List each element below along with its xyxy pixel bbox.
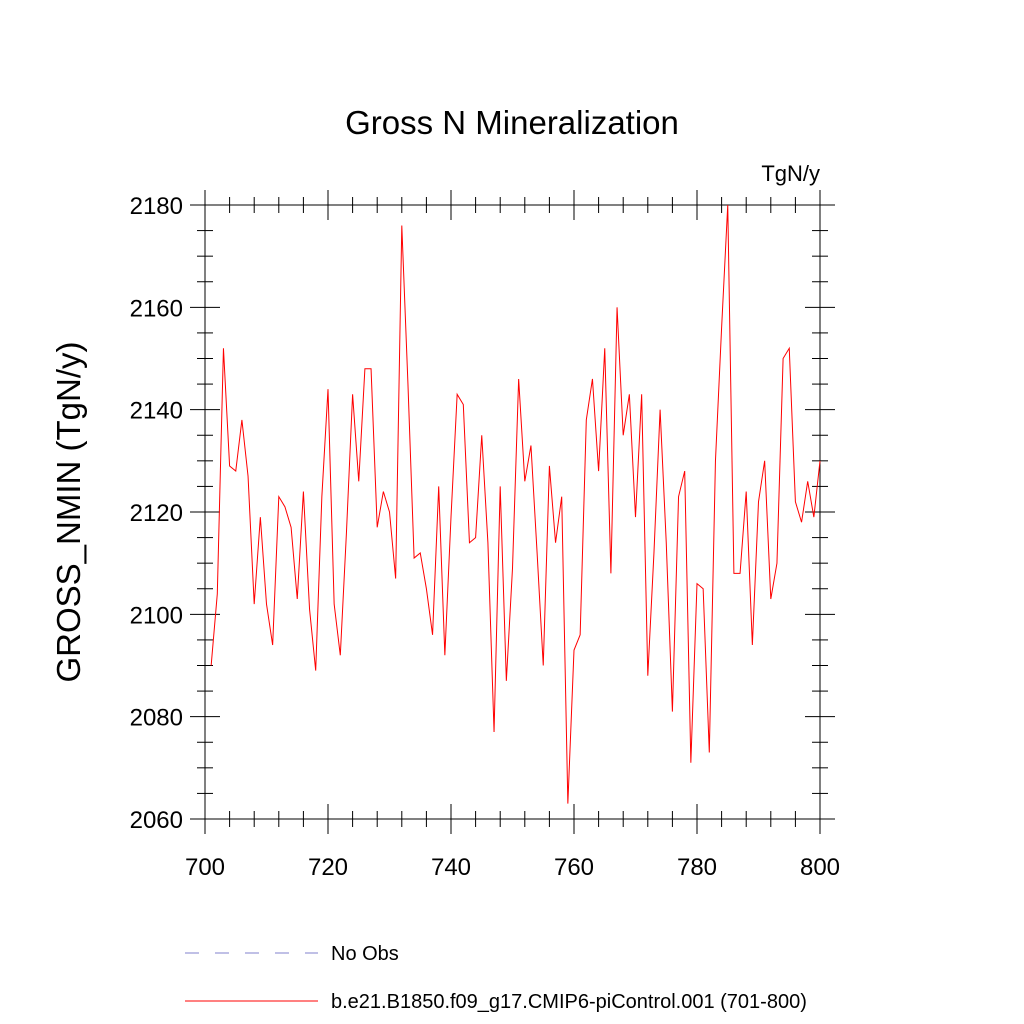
y-tick-label: 2080 (130, 705, 183, 732)
x-tick-label: 720 (308, 854, 348, 881)
x-tick-label: 780 (677, 854, 717, 881)
legend: No Obs b.e21.B1850.f09_g17.CMIP6-piContr… (185, 943, 807, 1013)
y-tick-label: 2060 (130, 807, 183, 834)
x-tick-label: 800 (800, 854, 840, 881)
legend-label-picontrol: b.e21.B1850.f09_g17.CMIP6-piControl.001 … (331, 991, 807, 1013)
x-tick-label: 740 (431, 854, 471, 881)
y-axis-label: GROSS_NMIN (TgN/y) (50, 341, 87, 682)
legend-label-no-obs: No Obs (331, 943, 399, 965)
y-tick-label: 2180 (130, 193, 183, 220)
plot-frame (204, 204, 821, 820)
y-tick-label: 2140 (130, 398, 183, 425)
x-tick-label: 760 (554, 854, 594, 881)
units-label: TgN/y (761, 161, 820, 186)
series-group (210, 204, 821, 804)
chart-title: Gross N Mineralization (345, 104, 679, 141)
y-tick-label: 2120 (130, 500, 183, 527)
x-tick-label: 700 (185, 854, 225, 881)
y-tick-label: 2100 (130, 602, 183, 629)
series-line-1 (210, 204, 821, 804)
y-tick-label: 2160 (130, 295, 183, 322)
axis-ticks: 2060 2080 2100 2120 2140 2160 2180 700 720 740 760… (130, 190, 840, 881)
